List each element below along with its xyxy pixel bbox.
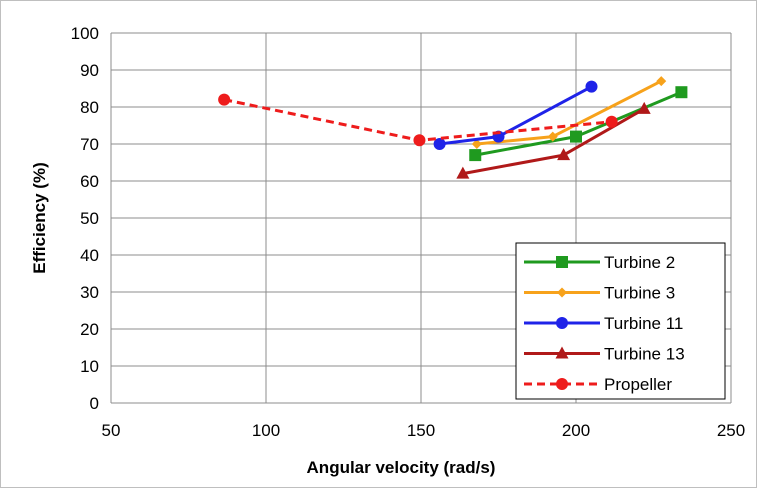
data-point xyxy=(469,149,482,162)
y-tick-label: 30 xyxy=(80,283,99,302)
series-turbine-3 xyxy=(471,76,667,149)
legend-label: Turbine 13 xyxy=(604,345,685,364)
y-tick-label: 10 xyxy=(80,357,99,376)
legend-marker xyxy=(557,287,567,298)
series-propeller xyxy=(218,93,618,147)
y-tick-label: 50 xyxy=(80,209,99,228)
legend-marker xyxy=(556,317,568,329)
legend-item: Turbine 13 xyxy=(524,345,685,364)
y-tick-label: 60 xyxy=(80,172,99,191)
data-point xyxy=(656,76,667,87)
legend-item: Turbine 3 xyxy=(524,284,675,303)
data-point xyxy=(585,80,598,93)
series-group xyxy=(218,76,688,179)
data-point xyxy=(570,130,582,143)
legend-label: Propeller xyxy=(604,375,672,394)
y-tick-label: 100 xyxy=(71,24,99,43)
x-tick-labels: 50 100 150 200 250 xyxy=(102,421,746,440)
grid xyxy=(110,32,732,404)
y-tick-label: 80 xyxy=(80,98,99,117)
x-tick-label: 150 xyxy=(407,421,435,440)
legend-item: Propeller xyxy=(524,375,672,394)
x-tick-label: 50 xyxy=(102,421,121,440)
x-tick-label: 200 xyxy=(562,421,590,440)
data-point xyxy=(218,93,231,106)
series-turbine-13 xyxy=(456,101,651,179)
x-axis-title: Angular velocity (rad/s) xyxy=(307,458,496,477)
data-point xyxy=(637,101,651,114)
legend-marker xyxy=(556,256,568,268)
legend-item: Turbine 2 xyxy=(524,253,675,272)
data-point xyxy=(547,131,558,142)
legend-item: Turbine 11 xyxy=(524,314,683,333)
data-point xyxy=(456,166,470,179)
series-turbine-11 xyxy=(433,80,598,150)
data-point xyxy=(433,138,446,150)
legend-marker xyxy=(555,346,569,359)
data-point xyxy=(675,86,688,99)
x-tick-label: 250 xyxy=(717,421,745,440)
legend-label: Turbine 11 xyxy=(604,314,683,333)
y-tick-label: 90 xyxy=(80,61,99,80)
x-tick-label: 100 xyxy=(252,421,280,440)
y-tick-label: 40 xyxy=(80,246,99,265)
y-tick-label: 20 xyxy=(80,320,99,339)
y-tick-label: 0 xyxy=(90,394,99,413)
legend-label: Turbine 2 xyxy=(604,253,675,272)
legend-box xyxy=(515,242,726,400)
y-tick-label: 70 xyxy=(80,135,99,154)
y-axis-title: Efficiency (%) xyxy=(30,162,49,273)
legend-label: Turbine 3 xyxy=(604,284,675,303)
y-tick-labels: 0 10 20 30 40 50 60 70 80 90 100 xyxy=(71,24,99,413)
legend: Turbine 2 Turbine 3 Turbine 11 Turbine 13 Pr… xyxy=(515,242,726,400)
legend-marker xyxy=(556,378,568,390)
data-point xyxy=(471,139,482,149)
data-point xyxy=(557,148,571,161)
data-point xyxy=(413,134,426,147)
series-line xyxy=(439,85,593,146)
data-point xyxy=(605,115,618,128)
